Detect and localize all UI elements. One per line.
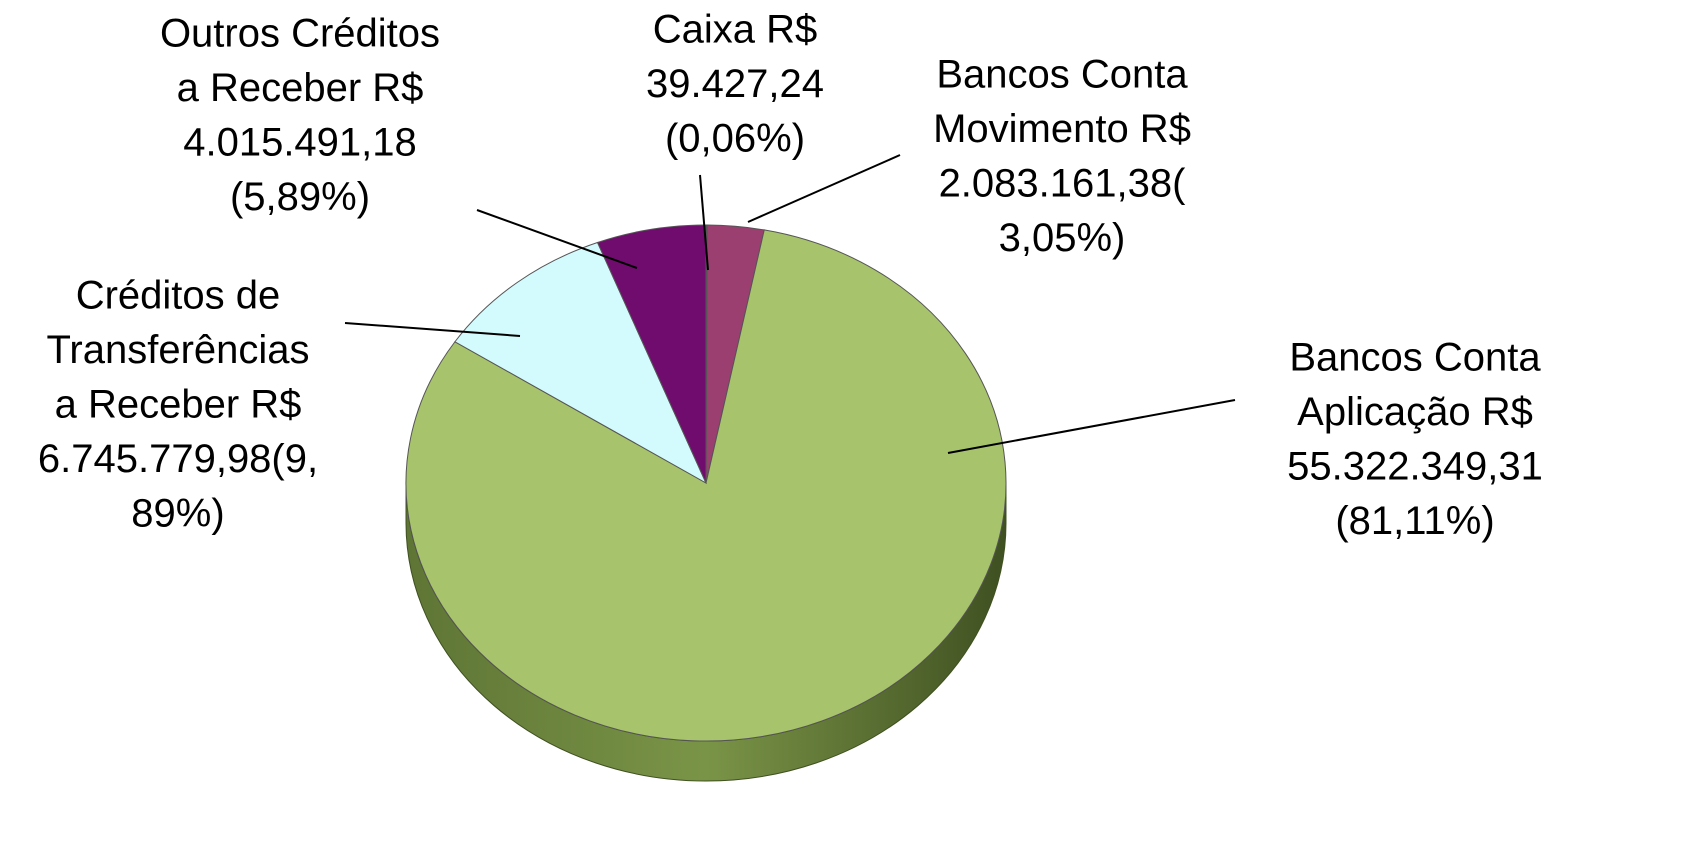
- data-label: (5,89%): [230, 175, 370, 219]
- data-label: 89%): [131, 492, 224, 536]
- leader-line: [947, 399, 1236, 454]
- leader-line: [699, 174, 709, 271]
- data-label: 3,05%): [999, 216, 1126, 260]
- leader-line: [747, 154, 901, 223]
- data-label: a Receber R$: [55, 383, 302, 427]
- data-label: Créditos de: [76, 274, 281, 318]
- slice: [596, 224, 707, 484]
- data-label: Outros Créditos: [160, 12, 440, 56]
- data-label: Bancos Conta: [1289, 336, 1541, 380]
- data-label: Caixa R$: [653, 8, 818, 52]
- data-label: Bancos Conta: [936, 53, 1188, 97]
- slice: [454, 241, 708, 485]
- data-label: 4.015.491,18: [183, 121, 417, 165]
- data-label: 39.427,24: [646, 62, 824, 106]
- data-label: (81,11%): [1335, 499, 1494, 543]
- leader-line: [476, 209, 638, 269]
- data-label: a Receber R$: [177, 66, 424, 110]
- slice: [405, 229, 1007, 742]
- data-label: 6.745.779,98(9,: [38, 437, 318, 481]
- data-label: Movimento R$: [933, 107, 1191, 151]
- leader-line: [344, 322, 521, 337]
- data-label: Aplicação R$: [1297, 390, 1533, 434]
- data-label: 2.083.161,38(: [939, 162, 1187, 206]
- data-label: 55.322.349,31: [1287, 445, 1543, 489]
- data-label: Transferências: [46, 328, 309, 372]
- data-label: (0,06%): [665, 117, 805, 161]
